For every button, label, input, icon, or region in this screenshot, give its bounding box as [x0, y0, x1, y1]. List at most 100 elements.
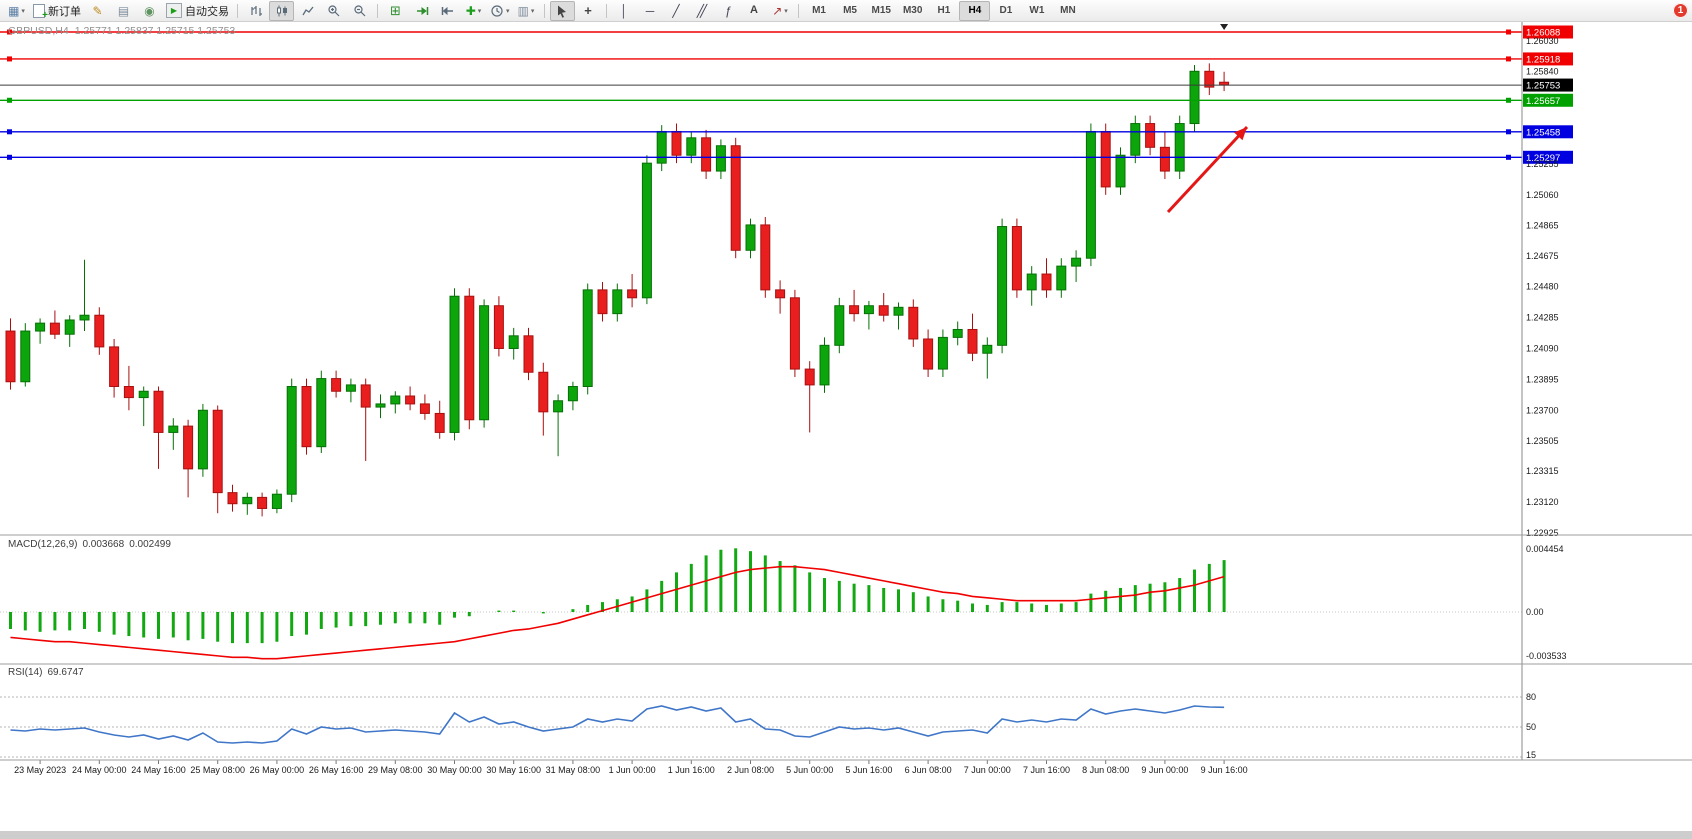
- vertical-line-button[interactable]: │: [612, 1, 637, 21]
- candle[interactable]: [242, 496, 253, 505]
- line-handle[interactable]: [1506, 154, 1511, 160]
- candle[interactable]: [908, 306, 919, 340]
- autotrading-button[interactable]: ▶ 自动交易: [163, 1, 232, 21]
- notification-badge[interactable]: 1: [1673, 3, 1688, 18]
- candle[interactable]: [20, 330, 31, 383]
- tile-windows-button[interactable]: ⊞: [383, 1, 408, 21]
- candle[interactable]: [523, 335, 534, 373]
- candle[interactable]: [301, 385, 312, 448]
- new-order-button[interactable]: + 新订单: [30, 1, 84, 21]
- candle[interactable]: [1056, 265, 1067, 291]
- mql5-community-button[interactable]: ◉: [137, 1, 162, 21]
- candle[interactable]: [286, 385, 297, 495]
- candle[interactable]: [5, 330, 16, 383]
- timeframe-button-mn[interactable]: MN: [1060, 5, 1076, 16]
- candle[interactable]: [390, 395, 401, 405]
- candle[interactable]: [582, 289, 593, 387]
- templates-button[interactable]: ▥ ▾: [514, 1, 539, 21]
- candle[interactable]: [597, 289, 608, 315]
- candle[interactable]: [1145, 123, 1156, 148]
- channel-button[interactable]: ╱╱: [690, 1, 715, 21]
- candle[interactable]: [804, 368, 815, 386]
- candle[interactable]: [849, 305, 860, 315]
- candle[interactable]: [35, 322, 46, 332]
- candle[interactable]: [656, 130, 667, 164]
- candle[interactable]: [834, 305, 845, 346]
- candle[interactable]: [627, 289, 638, 299]
- candle[interactable]: [893, 306, 904, 316]
- auto-scroll-button[interactable]: [409, 1, 434, 21]
- candle[interactable]: [375, 403, 386, 408]
- candle[interactable]: [760, 224, 771, 291]
- timeframe-button-h4[interactable]: H4: [959, 0, 991, 21]
- candle[interactable]: [360, 384, 371, 408]
- candle[interactable]: [715, 145, 726, 172]
- candle[interactable]: [79, 314, 90, 321]
- candle[interactable]: [1159, 146, 1170, 172]
- candle[interactable]: [671, 130, 682, 156]
- candle[interactable]: [937, 336, 948, 370]
- candle[interactable]: [345, 384, 356, 392]
- trend-arrow[interactable]: [1166, 125, 1249, 214]
- line-handle[interactable]: [1506, 56, 1511, 62]
- candle[interactable]: [789, 297, 800, 370]
- candle[interactable]: [316, 378, 327, 448]
- candle[interactable]: [464, 295, 475, 421]
- print-button[interactable]: ▤: [111, 1, 136, 21]
- line-handle[interactable]: [1506, 129, 1511, 135]
- arrows-button[interactable]: ↗ ▾: [768, 1, 793, 21]
- bar-chart-button[interactable]: [243, 1, 268, 21]
- timeframe-button-h1[interactable]: H1: [937, 5, 951, 16]
- crosshair-button[interactable]: +: [576, 1, 601, 21]
- candle[interactable]: [183, 425, 194, 470]
- candle[interactable]: [419, 403, 430, 414]
- line-handle[interactable]: [7, 29, 12, 35]
- candle[interactable]: [479, 305, 490, 421]
- candle[interactable]: [819, 344, 830, 386]
- trendline-button[interactable]: ╱: [664, 1, 689, 21]
- line-handle[interactable]: [7, 154, 12, 160]
- candle[interactable]: [967, 328, 978, 354]
- candle[interactable]: [212, 409, 223, 494]
- candle[interactable]: [1174, 123, 1185, 172]
- candle[interactable]: [197, 409, 208, 470]
- candle[interactable]: [641, 162, 652, 299]
- line-handle[interactable]: [1506, 29, 1511, 35]
- candle[interactable]: [405, 395, 416, 405]
- candle[interactable]: [49, 322, 60, 335]
- timeframe-button-m5[interactable]: M5: [843, 5, 857, 16]
- candle[interactable]: [775, 289, 786, 299]
- candle[interactable]: [153, 390, 164, 433]
- chart-shift-button[interactable]: [435, 1, 460, 21]
- timeframe-button-m15[interactable]: M15: [871, 5, 891, 16]
- line-handle[interactable]: [7, 97, 12, 103]
- candle[interactable]: [1115, 154, 1126, 188]
- candle[interactable]: [1189, 70, 1200, 125]
- candle[interactable]: [257, 496, 268, 509]
- line-handle[interactable]: [7, 56, 12, 62]
- candle[interactable]: [745, 224, 756, 251]
- timeframe-button-m30[interactable]: M30: [902, 5, 923, 16]
- candle[interactable]: [612, 289, 623, 315]
- zoom-out-button[interactable]: [347, 1, 372, 21]
- candle[interactable]: [1204, 70, 1215, 88]
- line-handle[interactable]: [1506, 97, 1511, 103]
- line-handle[interactable]: [7, 129, 12, 135]
- candle[interactable]: [538, 371, 549, 413]
- candle[interactable]: [1026, 273, 1037, 291]
- candle[interactable]: [553, 400, 564, 413]
- candle[interactable]: [1071, 257, 1082, 267]
- candle[interactable]: [168, 425, 179, 433]
- candle[interactable]: [331, 378, 342, 392]
- candle[interactable]: [701, 137, 712, 172]
- cursor-button[interactable]: [549, 0, 575, 21]
- candle[interactable]: [1100, 130, 1111, 188]
- candle[interactable]: [878, 305, 889, 316]
- zoom-in-button[interactable]: [321, 1, 346, 21]
- candlestick-chart-button[interactable]: [269, 0, 294, 21]
- periods-button[interactable]: ▾: [487, 1, 513, 21]
- candle[interactable]: [434, 412, 445, 433]
- candle[interactable]: [952, 328, 963, 338]
- candle[interactable]: [1041, 273, 1052, 291]
